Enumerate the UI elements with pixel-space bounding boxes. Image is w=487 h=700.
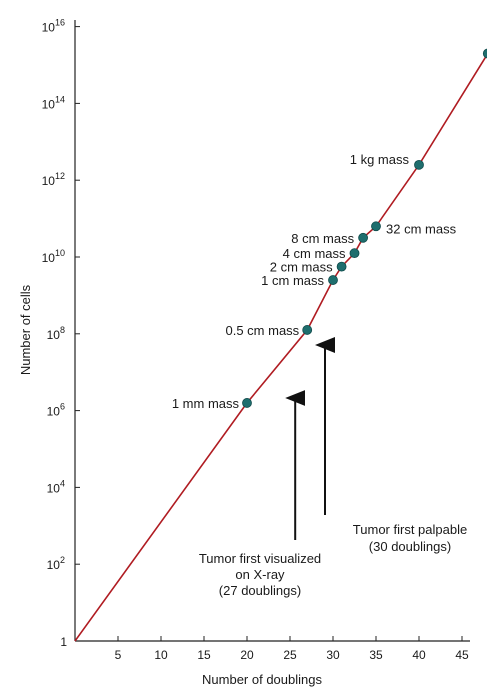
- x-tick-label: 5: [115, 648, 122, 662]
- xray-note: Tumor first visualized: [199, 551, 321, 566]
- data-point: [242, 398, 252, 408]
- y-tick-label: 1: [60, 635, 67, 649]
- data-point: [482, 48, 487, 59]
- x-tick-label: 40: [412, 648, 426, 662]
- x-tick-label: 15: [197, 648, 211, 662]
- data-point: [336, 261, 347, 272]
- y-tick-label: 106: [47, 402, 65, 419]
- x-tick-label: 10: [154, 648, 168, 662]
- y-tick-label: 1016: [42, 18, 65, 35]
- tick-labels: 5101520253035404550110210410610810101012…: [42, 18, 469, 662]
- axes: [74, 20, 470, 642]
- xray-note: on X-ray: [235, 567, 285, 582]
- y-tick-label: 108: [47, 325, 65, 342]
- data-point-label: 8 cm mass: [291, 231, 354, 246]
- x-tick-label: 20: [240, 648, 254, 662]
- y-tick-label: 102: [47, 555, 65, 572]
- y-tick-label: 1014: [42, 94, 65, 111]
- data-point: [371, 221, 381, 232]
- data-point-label: 2 cm mass: [270, 260, 333, 275]
- y-tick-label: 1010: [42, 248, 65, 265]
- y-tick-label: 1012: [42, 171, 65, 188]
- data-point-label: 32 cm mass: [386, 221, 457, 236]
- x-axis-title: Number of doublings: [202, 672, 322, 687]
- data-point-label: 1 mm mass: [172, 396, 240, 411]
- series-line: [74, 53, 487, 642]
- data-point-label: 1 cm mass: [261, 273, 324, 288]
- data-point: [302, 325, 313, 335]
- data-point: [358, 232, 369, 243]
- data-point: [349, 248, 360, 259]
- data-point-label: 4 cm mass: [283, 246, 346, 261]
- data-point-label: 0.5 cm mass: [226, 323, 300, 338]
- x-tick-label: 25: [283, 648, 297, 662]
- xray-note: (27 doublings): [219, 583, 301, 598]
- growth-curve: [74, 53, 487, 642]
- data-point-label: 1 kg mass: [350, 152, 410, 167]
- x-tick-label: 45: [455, 648, 469, 662]
- data-point: [328, 275, 338, 285]
- x-tick-label: 35: [369, 648, 383, 662]
- palpable-note: Tumor first palpable: [353, 522, 467, 537]
- x-tick-label: 30: [326, 648, 340, 662]
- y-axis-title: Number of cells: [18, 284, 33, 375]
- y-tick-label: 104: [47, 478, 65, 495]
- palpable-note: (30 doublings): [369, 539, 451, 554]
- data-point: [414, 159, 424, 170]
